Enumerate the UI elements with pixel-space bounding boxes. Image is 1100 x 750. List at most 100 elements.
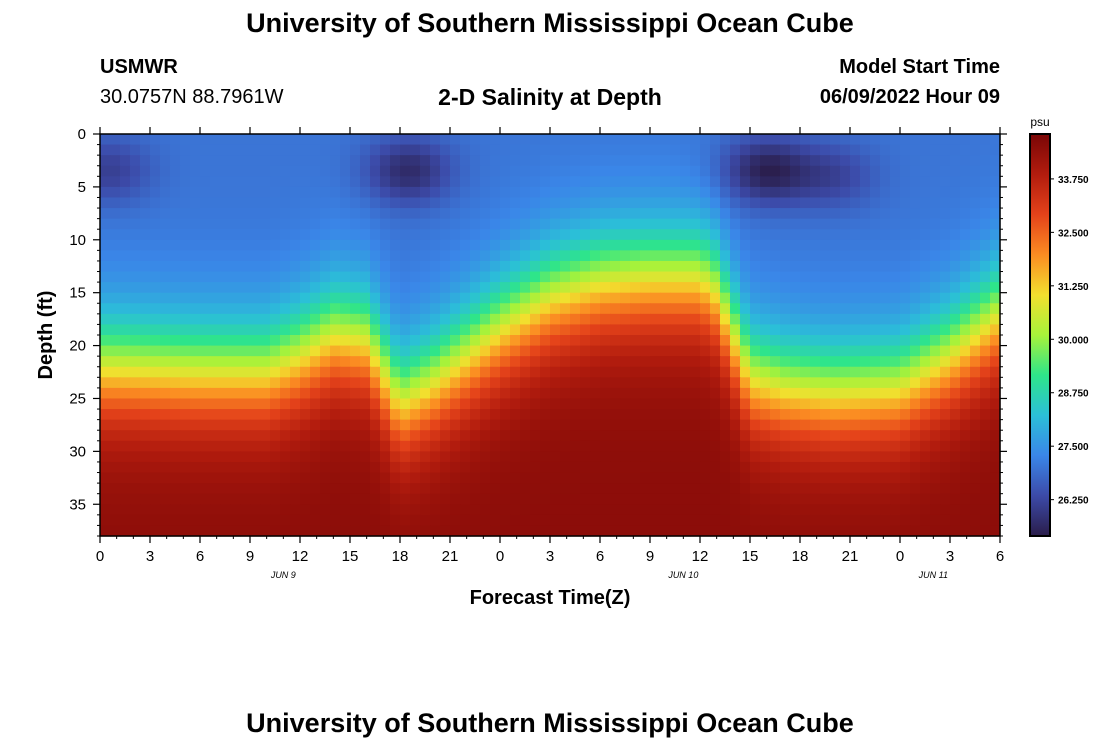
heatmap-cell	[860, 239, 871, 251]
heatmap-cell	[460, 144, 471, 156]
heatmap-cell	[690, 493, 701, 505]
colorbar-gradient	[1029, 133, 1051, 537]
heatmap-cell	[660, 440, 671, 452]
heatmap-cell	[530, 398, 541, 410]
heatmap-cell	[480, 229, 491, 241]
heatmap-cell	[380, 377, 391, 389]
heatmap-cell	[220, 356, 231, 368]
heatmap-cell	[150, 493, 161, 505]
heatmap-cell	[780, 324, 791, 336]
heatmap-cell	[270, 186, 281, 199]
heatmap-cell	[970, 208, 981, 220]
heatmap-cell	[680, 461, 691, 474]
heatmap-cell	[140, 483, 151, 495]
heatmap-cell	[150, 134, 161, 146]
heatmap-cell	[950, 335, 961, 347]
heatmap-cell	[280, 271, 291, 283]
heatmap-cell	[890, 218, 901, 230]
heatmap-cell	[420, 398, 431, 410]
heatmap-cell	[570, 165, 581, 177]
heatmap-cell	[420, 282, 431, 294]
heatmap-cell	[360, 514, 371, 527]
heatmap-cell	[910, 440, 921, 452]
heatmap-cell	[350, 493, 361, 505]
heatmap-cell	[270, 218, 281, 230]
heatmap-cell	[600, 313, 611, 326]
heatmap-cell	[840, 271, 851, 283]
heatmap-cell	[660, 525, 671, 537]
heatmap-cell	[150, 197, 161, 209]
heatmap-cell	[830, 483, 841, 495]
heatmap-cell	[560, 176, 571, 188]
heatmap-cell	[260, 165, 271, 177]
heatmap-cell	[150, 165, 161, 177]
heatmap-cell	[720, 292, 731, 304]
heatmap-cell	[660, 366, 671, 378]
heatmap-cell	[910, 504, 921, 516]
heatmap-cell	[730, 186, 741, 199]
heatmap-cell	[140, 271, 151, 283]
heatmap-cell	[450, 525, 461, 537]
heatmap-cell	[610, 186, 621, 199]
heatmap-cell	[370, 250, 381, 262]
heatmap-cell	[900, 472, 911, 484]
heatmap-cell	[900, 419, 911, 431]
heatmap-cell	[680, 398, 691, 410]
heatmap-cell	[960, 398, 971, 410]
heatmap-cell	[490, 419, 501, 431]
heatmap-cell	[900, 514, 911, 527]
heatmap-cell	[480, 409, 491, 421]
heatmap-cell	[430, 165, 441, 177]
heatmap-cell	[220, 461, 231, 474]
heatmap-cell	[820, 324, 831, 336]
heatmap-cell	[110, 208, 121, 220]
heatmap-cell	[630, 155, 641, 167]
heatmap-cell	[100, 155, 111, 167]
heatmap-cell	[120, 292, 131, 304]
heatmap-cell	[750, 250, 761, 262]
heatmap-cell	[930, 313, 941, 326]
heatmap-cell	[700, 303, 711, 315]
heatmap-cell	[430, 345, 441, 357]
heatmap-cell	[660, 514, 671, 527]
heatmap-cell	[820, 483, 831, 495]
heatmap-cell	[260, 504, 271, 516]
heatmap-cell	[620, 282, 631, 294]
heatmap-cell	[670, 239, 681, 251]
heatmap-cell	[640, 461, 651, 474]
heatmap-cell	[890, 313, 901, 326]
heatmap-cell	[350, 451, 361, 463]
heatmap-cell	[980, 197, 991, 209]
heatmap-cell	[870, 324, 881, 336]
heatmap-cell	[480, 324, 491, 336]
heatmap-cell	[990, 419, 1001, 431]
heatmap-cell	[210, 292, 221, 304]
heatmap-cell	[330, 483, 341, 495]
heatmap-cell	[420, 504, 431, 516]
heatmap-cell	[650, 282, 661, 294]
heatmap-cell	[500, 155, 511, 167]
heatmap-cell	[560, 398, 571, 410]
heatmap-cell	[960, 303, 971, 315]
heatmap-cell	[470, 472, 481, 484]
heatmap-cell	[970, 313, 981, 326]
heatmap-cell	[530, 419, 541, 431]
heatmap-cell	[510, 335, 521, 347]
heatmap-cell	[260, 514, 271, 527]
heatmap-cell	[290, 398, 301, 410]
heatmap-cell	[300, 260, 311, 273]
heatmap-cell	[510, 366, 521, 378]
heatmap-cell	[250, 493, 261, 505]
heatmap-cell	[600, 239, 611, 251]
heatmap-cell	[470, 292, 481, 304]
heatmap-cell	[650, 377, 661, 389]
heatmap-cell	[260, 451, 271, 463]
heatmap-cell	[380, 176, 391, 188]
heatmap-cell	[890, 271, 901, 283]
heatmap-cell	[190, 514, 201, 527]
heatmap-cell	[360, 250, 371, 262]
heatmap-cell	[530, 377, 541, 389]
heatmap-cell	[700, 144, 711, 156]
heatmap-cell	[550, 208, 561, 220]
heatmap-cell	[330, 493, 341, 505]
